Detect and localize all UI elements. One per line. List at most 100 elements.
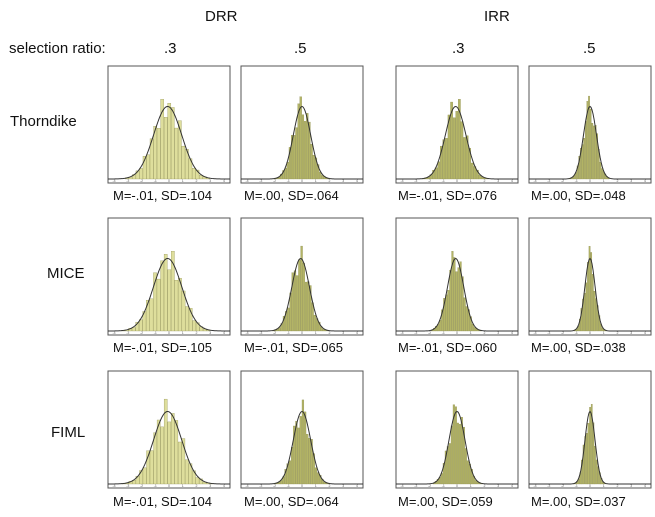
x-tick-label: 4 <box>356 331 358 335</box>
histogram-bar <box>195 477 200 485</box>
histogram-bar <box>594 125 597 180</box>
histogram-bar <box>314 467 318 485</box>
histogram-bar <box>156 278 161 332</box>
x-tick-label: 4 <box>644 484 646 488</box>
x-tick-label: 3 <box>209 179 211 183</box>
histogram-bar <box>599 162 602 180</box>
panel-stat: M=-.01, SD=.105 <box>113 340 212 355</box>
histogram-bar <box>163 254 168 332</box>
x-tick-label: 3 <box>342 331 344 335</box>
x-tick-label: 1 <box>470 484 472 488</box>
histogram-bar <box>458 424 461 485</box>
histogram-bar <box>146 154 150 180</box>
histogram-bar <box>301 399 305 485</box>
x-tick-label: 4 <box>223 331 225 335</box>
histogram-bar <box>286 161 289 180</box>
histogram-bar <box>171 413 175 485</box>
panel-stat: M=.00, SD=.037 <box>531 494 626 509</box>
histogram-bar <box>592 274 594 332</box>
x-tick-label: -2 <box>273 331 276 335</box>
x-tick-label: -2 <box>561 331 564 335</box>
histogram-bar <box>291 272 294 332</box>
histogram-bar <box>304 411 307 485</box>
histogram-bar <box>185 306 189 332</box>
histogram-bar <box>299 416 302 485</box>
histogram-bar <box>174 280 179 332</box>
x-tick-label: 2 <box>196 179 198 183</box>
histogram-bar <box>466 460 469 485</box>
x-tick-label: -4 <box>112 484 115 488</box>
histogram-bar <box>160 260 164 332</box>
histogram-bar <box>295 127 298 180</box>
x-tick-label: 4 <box>511 331 513 335</box>
x-tick-label: 1 <box>603 179 605 183</box>
histogram-bar <box>450 101 453 180</box>
x-tick-label: 3 <box>630 179 632 183</box>
histogram-bar <box>299 96 302 180</box>
histogram-panel: -4 -3 -2 -1 0 1 2 3 4 <box>528 65 652 184</box>
histogram-bar <box>287 307 290 332</box>
x-tick-label: 0 <box>589 331 591 335</box>
histogram-bar <box>139 470 143 485</box>
histogram-bar <box>310 144 313 180</box>
histogram-bar <box>291 135 294 180</box>
histogram-bar <box>146 300 150 332</box>
panel-stat: M=-.01, SD=.076 <box>398 188 497 203</box>
ratio-col-1: .3 <box>164 40 177 57</box>
x-tick-label: 2 <box>329 484 331 488</box>
x-tick-label: 4 <box>644 179 646 183</box>
histogram-bar <box>445 294 448 332</box>
histogram-bar <box>452 404 455 485</box>
normal-curve <box>241 105 363 180</box>
ratio-col-4: .5 <box>583 40 596 57</box>
histogram-bar <box>160 426 164 485</box>
x-tick-label: -3 <box>547 484 550 488</box>
histogram-bar <box>181 145 186 180</box>
histogram-bar <box>580 308 583 332</box>
x-tick-label: 3 <box>497 484 499 488</box>
histogram-bar <box>306 113 309 180</box>
histogram-bar <box>591 123 594 180</box>
x-tick-label: 2 <box>484 484 486 488</box>
histogram-bar <box>149 450 154 485</box>
histogram-bar <box>447 290 450 332</box>
histogram-bar <box>282 316 286 332</box>
histogram-bar <box>135 321 140 332</box>
histogram-bar <box>588 246 591 332</box>
x-tick-label: 2 <box>617 484 619 488</box>
x-tick-label: -3 <box>259 484 262 488</box>
histogram-bar <box>139 319 143 332</box>
histogram-bar <box>578 156 581 180</box>
histogram-bar <box>596 133 598 180</box>
x-tick-label: 1 <box>315 331 317 335</box>
histogram-bar <box>298 259 301 332</box>
histogram-bar <box>149 298 154 332</box>
histogram-panel: -4 -3 -2 -1 0 1 2 3 4 <box>528 370 652 489</box>
histogram-bar <box>188 308 193 332</box>
histogram-bar <box>476 169 479 180</box>
x-tick-label: 0 <box>589 179 591 183</box>
row-label-thorndike: Thorndike <box>10 113 77 130</box>
histogram-panel: -4 -3 -2 -1 0 1 2 3 4 <box>107 65 231 184</box>
panel-stat: M=.00, SD=.048 <box>531 188 626 203</box>
histogram-bar <box>301 114 305 180</box>
histogram-bar <box>587 423 590 485</box>
x-tick-label: 1 <box>182 179 184 183</box>
histogram-bar <box>174 420 179 485</box>
histogram-bar <box>586 433 588 485</box>
x-tick-label: 3 <box>342 484 344 488</box>
x-tick-label: -1 <box>154 179 157 183</box>
x-tick-label: 2 <box>484 179 486 183</box>
normal-curve <box>108 410 231 485</box>
histogram-bar <box>160 99 164 180</box>
x-tick-label: -3 <box>126 484 129 488</box>
x-tick-label: 2 <box>329 179 331 183</box>
histogram-bar <box>589 407 591 485</box>
histogram-bar <box>321 175 324 180</box>
x-tick-label: -4 <box>400 179 403 183</box>
histogram-bar <box>178 441 182 485</box>
histogram-bar <box>586 101 589 180</box>
x-tick-label: -1 <box>154 331 157 335</box>
histogram-bar <box>163 117 168 180</box>
x-tick-label: 3 <box>342 179 344 183</box>
